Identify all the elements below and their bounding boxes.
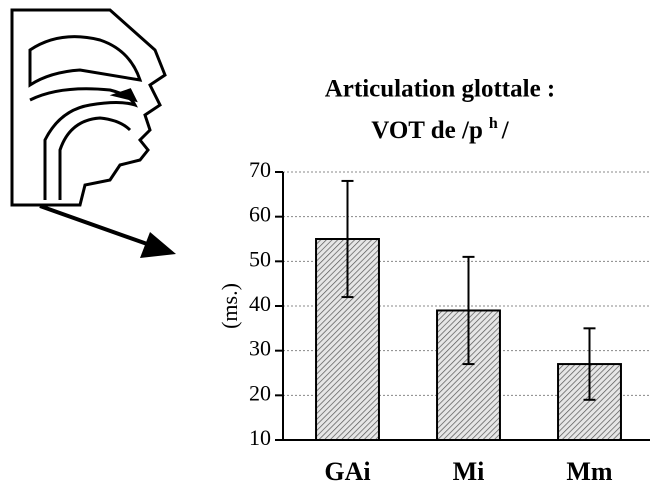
head-diagram [10, 8, 167, 207]
x-tick-label: GAi [324, 457, 370, 486]
arrow [39, 204, 176, 258]
y-tick-label: 50 [249, 246, 271, 271]
chart-subtitle: VOT de /p h / [371, 115, 509, 144]
subtitle-part: / [501, 117, 510, 144]
subtitle-part: VOT de /p [371, 117, 483, 144]
y-tick-label: 10 [249, 425, 271, 450]
x-tick-label: Mi [453, 457, 485, 486]
error-bar [583, 327, 596, 401]
subtitle-superscript: h [489, 115, 498, 132]
y-tick-label: 40 [249, 291, 271, 316]
chart-title: Articulation glottale : [325, 76, 556, 103]
y-tick-label: 20 [249, 380, 271, 405]
error-bar [341, 179, 354, 299]
y-axis-label: (ms.) [217, 283, 242, 329]
bar [315, 238, 380, 441]
y-tick-label: 30 [249, 336, 271, 361]
y-tick-label: 70 [249, 157, 271, 182]
x-tick-label: Mm [566, 457, 613, 486]
y-tick-label: 60 [249, 202, 271, 227]
error-bar [462, 255, 475, 366]
